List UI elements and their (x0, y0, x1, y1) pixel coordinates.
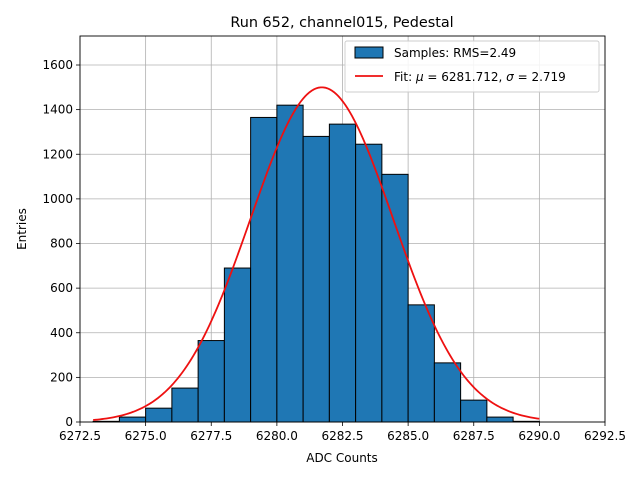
legend-fit-mu-symbol: μ (415, 70, 424, 84)
legend-fit-mu-value: = 6281.712, (424, 70, 507, 84)
histogram-bar (197, 340, 225, 423)
fit-curve-group (93, 86, 540, 421)
x-tick-label: 6285.0 (387, 429, 429, 443)
chart-title: Run 652, channel015, Pedestal (230, 15, 453, 31)
histogram-bar (381, 173, 409, 423)
legend-label-samples: Samples: RMS=2.49 (394, 46, 516, 60)
histogram-bar (118, 416, 147, 423)
histogram-bar (145, 407, 173, 423)
legend-swatch-samples (354, 46, 384, 59)
x-tick-label: 6282.5 (322, 429, 364, 443)
y-tick-label: 1000 (42, 192, 73, 206)
x-tick-label: 6280.0 (256, 429, 298, 443)
legend-fit-sigma-symbol: σ (506, 70, 514, 84)
histogram-bar (460, 399, 488, 423)
histogram-bar (250, 116, 278, 423)
y-axis-label: Entries (15, 208, 29, 250)
legend-fit-prefix: Fit: (394, 70, 416, 84)
histogram-bar (486, 416, 514, 423)
y-tick-label: 400 (50, 326, 73, 340)
x-axis-ticks: 6272.5 6275.0 6277.5 6280.0 6282.5 6285.0 6287… (59, 422, 626, 443)
y-axis-ticks: 0 200 400 600 800 1000 1200 1400 1600 (42, 58, 80, 429)
histogram-bar (407, 304, 435, 423)
histogram-bar (328, 123, 357, 423)
y-tick-label: 200 (50, 370, 73, 384)
y-tick-label: 600 (50, 281, 73, 295)
y-tick-label: 0 (65, 415, 73, 429)
x-axis-label: ADC Counts (306, 451, 378, 465)
x-tick-label: 6272.5 (59, 429, 101, 443)
legend-box (344, 40, 600, 93)
histogram-bar (171, 387, 199, 423)
y-tick-label: 1200 (42, 147, 73, 161)
y-tick-label: 1600 (42, 58, 73, 72)
histogram-bar (276, 104, 304, 423)
histogram-bar (223, 267, 252, 423)
y-tick-label: 1400 (42, 103, 73, 117)
fit-curve (93, 86, 540, 421)
legend-fit-sigma-value: = 2.719 (514, 70, 566, 84)
x-tick-label: 6287.5 (453, 429, 495, 443)
histogram-bars (92, 104, 540, 423)
x-tick-label: 6292.5 (584, 429, 626, 443)
x-tick-label: 6277.5 (190, 429, 232, 443)
histogram-bar (433, 362, 462, 423)
x-tick-label: 6290.0 (518, 429, 560, 443)
legend: Samples: RMS=2.49 Fit: μ = 6281.712, σ =… (344, 40, 600, 93)
legend-label-fit: Fit: μ = 6281.712, σ = 2.719 (394, 70, 566, 84)
y-tick-label: 800 (50, 237, 73, 251)
x-tick-label: 6275.0 (125, 429, 167, 443)
histogram-bar (302, 135, 330, 423)
histogram-bar (355, 143, 383, 423)
